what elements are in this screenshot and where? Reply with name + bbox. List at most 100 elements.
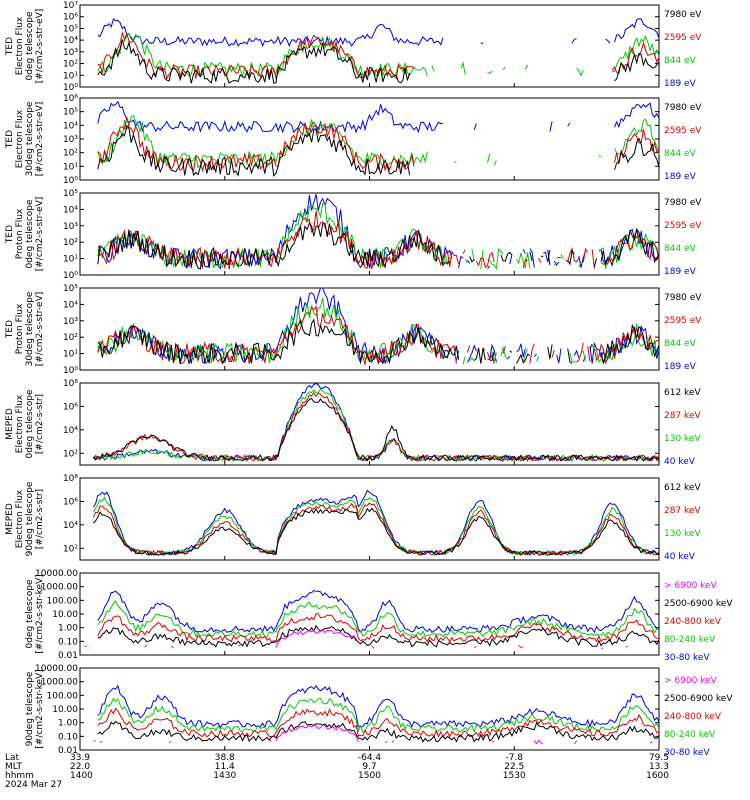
series-line [97, 600, 660, 638]
panel-6: 10² 10⁴ 10⁶ 10⁸ MEPED Electron Flux 90deg tele… [5, 474, 701, 562]
legend-entry: 287 keV [664, 506, 701, 516]
series-line [97, 18, 660, 48]
legend-entry: 130 keV [664, 529, 701, 539]
series-line [97, 613, 660, 643]
y-axis-label: [#/cm2-s-str] [35, 394, 45, 454]
x-row-label: hhmm [5, 771, 34, 781]
x-tick-mlt: 22.5 [504, 762, 524, 772]
legend-entry: 2595 eV [664, 33, 702, 43]
y-axis-label: 0deg telescope [25, 389, 35, 459]
y-tick-label: 10⁰ [63, 176, 78, 186]
y-axis-label: 90deg telescope [25, 481, 35, 556]
y-tick-label: 10³ [63, 222, 78, 232]
y-tick-label: 10.00 [52, 610, 78, 620]
x-tick-time: 1500 [358, 771, 381, 781]
y-axis-label: [#/cm2-s-str-eV] [35, 9, 45, 84]
series-line [97, 318, 660, 365]
x-row-label: MLT [5, 762, 23, 772]
y-axis-label: Electron Flux [15, 394, 25, 453]
panel-4: 10⁰ 10¹ 10² 10³ 10⁴ 10⁵ TED Proton Flux 30deg te… [5, 284, 702, 376]
plot-frame [79, 192, 660, 276]
legend-entry: 240-800 keV [664, 617, 722, 627]
series-line [97, 100, 660, 134]
legend-entry: 2595 eV [664, 316, 702, 326]
legend-entry: 40 keV [664, 457, 696, 467]
y-tick-label: 1.00 [58, 624, 78, 634]
legend-entry: 130 keV [664, 434, 701, 444]
y-tick-label: 100.00 [47, 596, 79, 606]
y-axis-label: Electron Flux [15, 16, 25, 75]
legend-entry: 2595 eV [664, 126, 702, 136]
x-tick-time: 1530 [503, 771, 526, 781]
y-tick-label: 10⁴ [63, 36, 78, 46]
x-tick-lat: 33.9 [70, 753, 90, 763]
y-tick-label: 10⁰ [63, 366, 78, 376]
y-axis-label: Proton Flux [15, 303, 25, 354]
y-tick-label: 1000.00 [41, 583, 78, 593]
legend-entry: 7980 eV [664, 10, 702, 20]
y-tick-label: 10⁸ [63, 379, 78, 389]
series-line [97, 590, 660, 634]
y-tick-label: 1000.00 [41, 678, 78, 688]
legend-entry: 189 eV [664, 362, 697, 372]
legend-entry: 2500-6900 keV [664, 694, 733, 704]
panel-8: 0.01 0.10 1.00 10.00 100.00 1000.00 10000.0090… [25, 664, 733, 758]
y-axis-label: TED [5, 130, 15, 149]
series-line [97, 707, 660, 739]
series-line [97, 202, 660, 271]
legend-entry: 7980 eV [664, 293, 702, 303]
y-tick-label: 10⁰ [63, 271, 78, 281]
y-tick-label: 10⁶ [63, 13, 78, 23]
y-axis-label: MEPED [5, 408, 15, 440]
legend-entry: > 6900 keV [664, 581, 718, 591]
y-tick-label: 10⁴ [63, 521, 78, 531]
y-tick-label: 10² [63, 238, 78, 248]
legend-entry: 844 eV [664, 339, 697, 349]
y-tick-label: 10¹ [63, 162, 78, 172]
legend-entry: 612 keV [664, 388, 701, 398]
y-axis-label: Electron Flux [15, 489, 25, 548]
x-tick-lat: 38.8 [215, 753, 235, 763]
y-tick-label: 10⁶ [63, 402, 78, 412]
series-line [97, 39, 660, 84]
y-tick-label: 10³ [63, 317, 78, 327]
y-axis-label: [#/cm2-s-str] [35, 489, 45, 549]
y-tick-label: 10⁴ [63, 300, 78, 310]
y-axis-label: TED [5, 37, 15, 56]
y-tick-label: 10¹ [63, 350, 78, 360]
y-axis-label: TED [5, 225, 15, 244]
legend-entry: 7980 eV [664, 198, 702, 208]
y-axis-label: MEPED [5, 503, 15, 535]
y-axis-label: [#/cm2-s-str-keV] [35, 574, 45, 653]
y-tick-label: 10² [63, 333, 78, 343]
y-axis-label: 0deg telescope [25, 11, 35, 81]
x-tick-lat: -64.4 [358, 753, 382, 763]
y-tick-label: 10⁴ [63, 205, 78, 215]
y-tick-label: 10⁶ [63, 94, 78, 104]
y-axis-label: 0deg telescope [25, 199, 35, 269]
x-tick-time: 1400 [70, 771, 93, 781]
legend-entry: 844 eV [664, 244, 697, 254]
y-tick-label: 10³ [63, 48, 78, 58]
y-tick-label: 10⁸ [63, 474, 78, 484]
y-axis-label: Proton Flux [15, 208, 25, 259]
x-tick-lat: -7.8 [505, 753, 523, 763]
y-tick-label: 10² [63, 60, 78, 70]
series-line [97, 697, 660, 734]
panel-3: 10⁰ 10¹ 10² 10³ 10⁴ 10⁵ TED Proton Flux 0deg tel… [5, 189, 702, 281]
series-line [97, 124, 660, 178]
panel-2: 10⁰ 10¹ 10² 10³ 10⁴ 10⁵ 10⁶ TED Electron Flux 30d… [5, 94, 702, 186]
y-tick-label: 10² [63, 149, 78, 159]
y-axis-label: [#/cm2-s-str-eV] [35, 292, 45, 367]
plot-frame [79, 572, 660, 656]
plot-frame [79, 97, 660, 181]
panel-5: 10² 10⁴ 10⁶ 10⁸ MEPED Electron Flux 0deg teles… [5, 379, 701, 467]
legend-entry: 844 eV [664, 56, 697, 66]
legend-entry: 30-80 keV [664, 748, 710, 758]
legend-entry: 80-240 keV [664, 635, 716, 645]
y-tick-label: 10² [63, 544, 78, 554]
y-tick-label: 0.10 [58, 637, 78, 647]
y-tick-label: 10⁷ [63, 1, 78, 11]
